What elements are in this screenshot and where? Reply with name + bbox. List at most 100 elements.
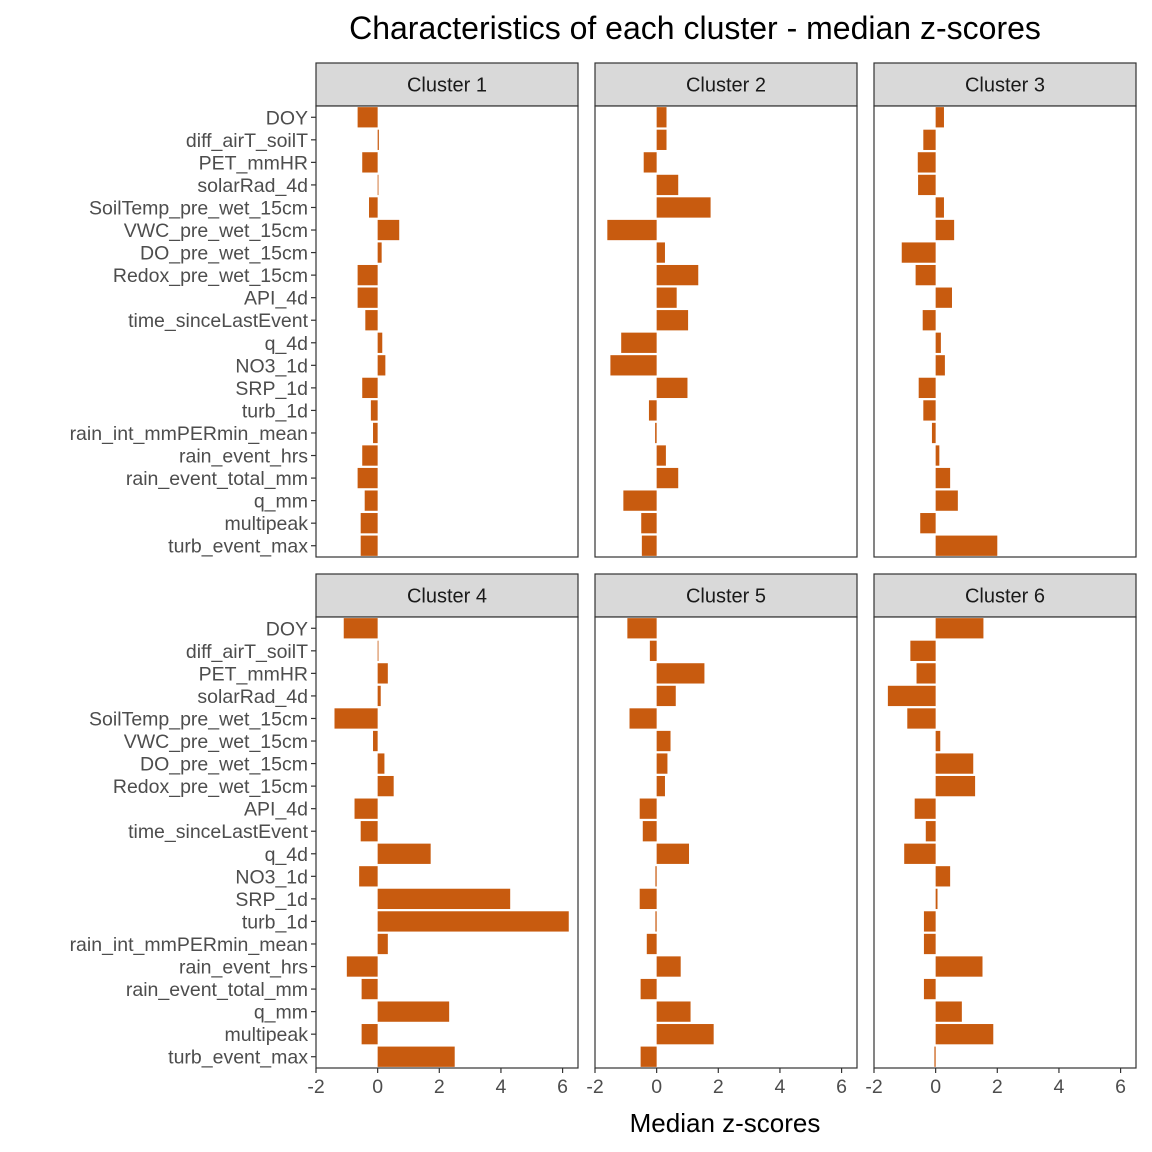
- x-tick-label: -2: [586, 1076, 603, 1098]
- bar-multipeak: [935, 1024, 994, 1045]
- bar-SoilTemp_pre_wet_15cm: [935, 197, 944, 218]
- facet-strip: [594, 573, 858, 618]
- bar-SoilTemp_pre_wet_15cm: [907, 708, 936, 729]
- y-tick-label: SoilTemp_pre_wet_15cm: [89, 708, 308, 730]
- bar-rain_int_mmPERmin_mean: [646, 933, 657, 955]
- bar-diff_airT_soilT: [656, 129, 667, 150]
- bar-diff_airT_soilT: [923, 129, 936, 150]
- x-tick-label: 2: [434, 1076, 445, 1098]
- y-tick-label: DO_pre_wet_15cm: [140, 754, 308, 776]
- y-tick-label: solarRad_4d: [197, 686, 308, 708]
- bar-q_mm: [935, 490, 958, 511]
- y-tick-label: multipeak: [225, 513, 309, 535]
- bar-SRP_1d: [656, 377, 688, 399]
- bar-DO_pre_wet_15cm: [656, 242, 665, 263]
- bar-rain_event_hrs: [656, 445, 666, 466]
- bar-Redox_pre_wet_15cm: [377, 775, 394, 797]
- bar-turb_1d: [370, 400, 378, 421]
- y-tick-label: q_4d: [265, 333, 308, 355]
- bar-PET_mmHR: [377, 663, 388, 684]
- x-tick-label: 6: [557, 1076, 568, 1098]
- y-tick-label: rain_event_total_mm: [126, 979, 308, 1001]
- bar-time_sinceLastEvent: [656, 310, 689, 331]
- bar-VWC_pre_wet_15cm: [656, 730, 671, 752]
- bar-multipeak: [360, 513, 378, 534]
- bar-rain_event_total_mm: [361, 978, 378, 1000]
- y-tick-label: Redox_pre_wet_15cm: [113, 265, 308, 287]
- y-tick-label: rain_event_hrs: [179, 446, 308, 468]
- bar-API_4d: [935, 287, 952, 308]
- y-tick-label: PET_mmHR: [199, 152, 308, 174]
- bar-DOY: [357, 107, 378, 128]
- bar-q_4d: [935, 332, 941, 353]
- bar-turb_1d: [655, 911, 657, 932]
- x-tick-label: -2: [865, 1076, 882, 1098]
- bar-rain_event_hrs: [935, 956, 983, 977]
- bar-NO3_1d: [359, 866, 378, 887]
- bar-SoilTemp_pre_wet_15cm: [629, 708, 657, 729]
- bar-q_4d: [377, 332, 383, 353]
- panel-border: [873, 105, 1137, 558]
- bar-SoilTemp_pre_wet_15cm: [369, 197, 378, 218]
- facet-strip: [873, 573, 1137, 618]
- y-tick-label: VWC_pre_wet_15cm: [124, 220, 308, 242]
- bar-DO_pre_wet_15cm: [901, 242, 936, 263]
- x-tick-label: 0: [651, 1076, 662, 1098]
- y-tick-label: rain_event_total_mm: [126, 468, 308, 490]
- bar-PET_mmHR: [656, 663, 705, 684]
- bar-PET_mmHR: [916, 663, 936, 684]
- bar-rain_event_hrs: [656, 956, 681, 977]
- bar-diff_airT_soilT: [377, 129, 379, 150]
- x-tick-label: 0: [372, 1076, 383, 1098]
- y-tick-label: NO3_1d: [235, 866, 308, 888]
- panel-background: [874, 106, 1136, 557]
- bar-DO_pre_wet_15cm: [377, 242, 382, 263]
- bar-multipeak: [656, 1024, 714, 1045]
- bar-Redox_pre_wet_15cm: [935, 775, 976, 797]
- facet-strip-label: Cluster 2: [686, 75, 766, 97]
- y-tick-label: NO3_1d: [235, 355, 308, 377]
- y-tick-label: diff_airT_soilT: [186, 641, 308, 663]
- bar-q_mm: [377, 1001, 450, 1022]
- bar-SoilTemp_pre_wet_15cm: [656, 197, 711, 218]
- bar-rain_int_mmPERmin_mean: [931, 422, 936, 444]
- y-tick-label: rain_int_mmPERmin_mean: [70, 423, 308, 445]
- bar-turb_event_max: [377, 1046, 455, 1067]
- bar-q_mm: [656, 1001, 691, 1022]
- bar-DOY: [935, 618, 984, 639]
- panel-border: [315, 105, 579, 558]
- x-tick-label: 4: [496, 1076, 507, 1098]
- panels-group: Cluster 1 Cluster 2 Cluster 3 Cluster 4 Clus…: [315, 62, 1137, 1069]
- y-tick-label: SoilTemp_pre_wet_15cm: [89, 197, 308, 219]
- bar-DOY: [935, 107, 944, 128]
- y-tick-label: PET_mmHR: [199, 663, 308, 685]
- bar-multipeak: [920, 513, 936, 534]
- y-tick-label: turb_event_max: [168, 536, 308, 558]
- x-axis-label: Median z-scores: [630, 1108, 821, 1138]
- y-tick-label: VWC_pre_wet_15cm: [124, 731, 308, 753]
- bar-VWC_pre_wet_15cm: [935, 730, 941, 752]
- bar-q_4d: [377, 843, 431, 864]
- facet-strip-label: Cluster 1: [407, 75, 487, 97]
- panel-border: [873, 616, 1137, 1069]
- panel-border: [594, 616, 858, 1069]
- bar-PET_mmHR: [362, 152, 378, 173]
- panel-background: [595, 106, 857, 557]
- bar-SoilTemp_pre_wet_15cm: [334, 708, 378, 729]
- bar-API_4d: [914, 798, 936, 819]
- x-tick-label: 4: [1054, 1076, 1065, 1098]
- bar-NO3_1d: [655, 866, 657, 887]
- bar-q_4d: [904, 843, 936, 864]
- bar-DOY: [656, 107, 667, 128]
- y-tick-label: SRP_1d: [235, 889, 308, 911]
- bar-solarRad_4d: [887, 685, 936, 707]
- y-tick-label: time_sinceLastEvent: [128, 821, 309, 843]
- panel-background: [316, 617, 578, 1068]
- bar-rain_event_total_mm: [640, 978, 657, 1000]
- x-tick-label: 4: [775, 1076, 786, 1098]
- chart-title: Characteristics of each cluster - median…: [349, 10, 1041, 46]
- bar-rain_event_hrs: [935, 445, 940, 466]
- bar-rain_event_total_mm: [923, 978, 936, 1000]
- y-tick-label: SRP_1d: [235, 378, 308, 400]
